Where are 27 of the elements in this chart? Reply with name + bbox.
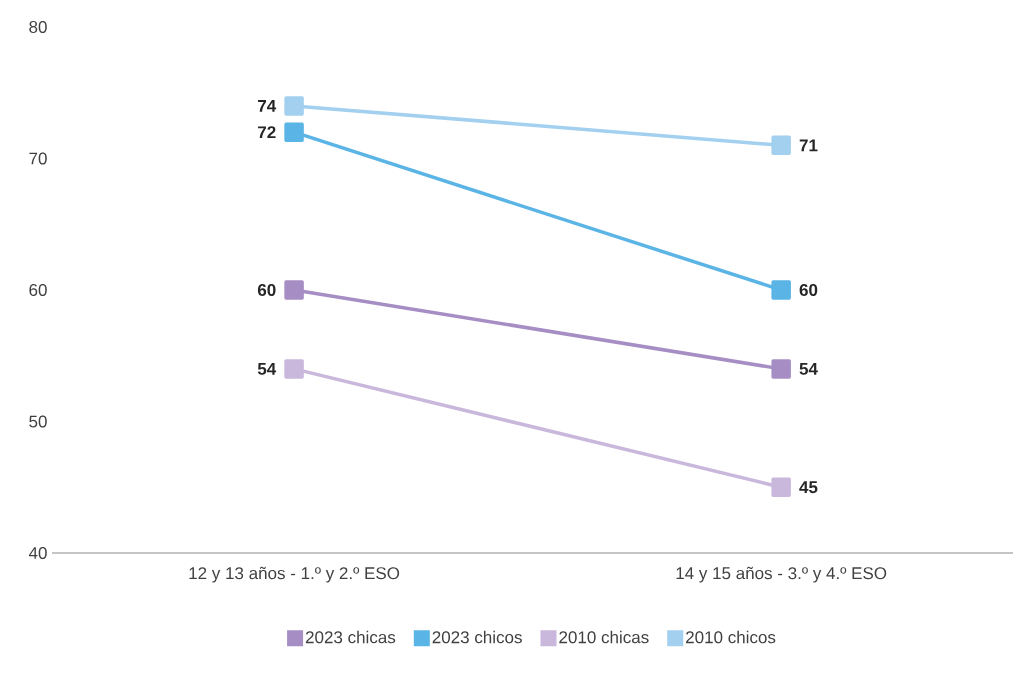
point [284, 122, 304, 142]
data-label: 74 [258, 100, 277, 112]
legend-label: 2023 chicos [432, 630, 522, 644]
y-tick-label: 80 [29, 20, 47, 34]
data-label: 54 [799, 362, 818, 375]
data-label: 72 [258, 126, 276, 139]
point [771, 135, 791, 156]
data-label: 71 [799, 139, 818, 152]
point [771, 477, 791, 497]
legend-label: 2023 chicas [305, 630, 396, 644]
legend-label: 2010 chicos [686, 630, 776, 644]
data-label: 54 [257, 362, 277, 375]
x-tick-label: 14 y 15 años - 3.º y 4.º ESO [676, 566, 887, 583]
x-tick-label: 12 y 13 años - 1.º y 2.º ESO [189, 566, 400, 583]
point [284, 96, 304, 116]
y-tick-label: 40 [28, 546, 47, 560]
data-label: 45 [799, 481, 818, 494]
point [284, 280, 304, 300]
legend-label: 2010 chicas [559, 630, 649, 644]
data-label: 60 [799, 283, 818, 297]
point [771, 359, 791, 379]
y-tick-label: 70 [29, 152, 47, 165]
point [771, 280, 791, 300]
y-tick-label: 60 [29, 283, 47, 297]
data-label: 60 [257, 283, 276, 297]
y-tick-label: 50 [29, 415, 47, 428]
point [284, 359, 304, 379]
